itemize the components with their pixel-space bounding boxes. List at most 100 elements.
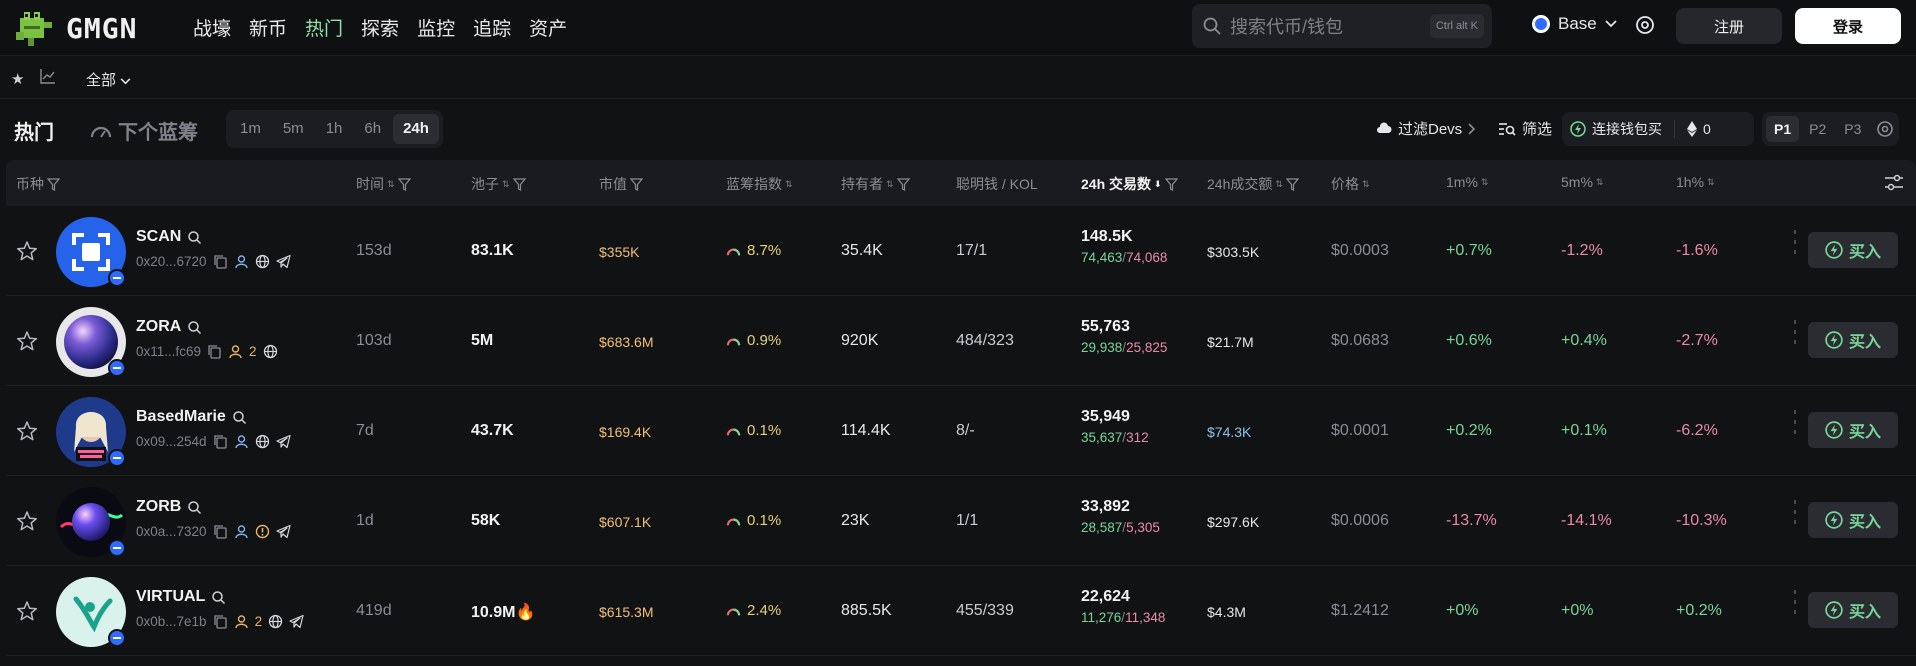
token-avatar[interactable] bbox=[56, 487, 126, 557]
logo[interactable]: GMGN bbox=[14, 8, 137, 48]
filter-icon[interactable] bbox=[47, 177, 60, 191]
chain-selector[interactable]: Base bbox=[1532, 14, 1617, 34]
page-p3[interactable]: P3 bbox=[1844, 121, 1862, 137]
table-row[interactable]: VIRTUAL 0x0b...7e1b 2 419d 10.9M🔥 $615.3… bbox=[6, 566, 1916, 656]
user-icon[interactable] bbox=[234, 434, 249, 449]
filter-icon[interactable] bbox=[397, 177, 411, 191]
token-name[interactable]: BasedMarie bbox=[136, 408, 247, 426]
favorite-star-icon[interactable] bbox=[16, 510, 38, 532]
search-icon[interactable] bbox=[187, 320, 202, 335]
page-p1[interactable]: P1 bbox=[1766, 116, 1800, 142]
buy-button[interactable]: 买入 bbox=[1808, 322, 1898, 358]
filter-icon[interactable] bbox=[1164, 177, 1178, 191]
search-icon[interactable] bbox=[187, 500, 202, 515]
col-liquidity[interactable]: 池子 ⇅ bbox=[471, 174, 526, 194]
col-mcap[interactable]: 市值 bbox=[599, 174, 643, 194]
table-row[interactable]: SCAN 0x20...6720 153d 83.1K $355K 8.7% 3… bbox=[6, 206, 1916, 296]
user-icon[interactable] bbox=[234, 524, 249, 539]
filter-icon[interactable] bbox=[512, 177, 526, 191]
buy-button[interactable]: 买入 bbox=[1808, 232, 1898, 268]
buy-button[interactable]: 买入 bbox=[1808, 592, 1898, 628]
table-row[interactable]: ZORB 0x0a...7320 1d 58K $607.1K 0.1% 23K… bbox=[6, 476, 1916, 566]
col-smart-kol[interactable]: 聪明钱 / KOL bbox=[956, 174, 1038, 194]
col-1m[interactable]: 1m% ⇅ bbox=[1446, 174, 1488, 190]
tab-next-bluechip[interactable]: 下个蓝筹 bbox=[90, 116, 198, 145]
favorite-star-icon[interactable] bbox=[16, 330, 38, 352]
col-price[interactable]: 价格 ⇅ bbox=[1331, 174, 1370, 194]
column-settings-icon[interactable] bbox=[1884, 174, 1904, 192]
token-name[interactable]: ZORB bbox=[136, 498, 202, 516]
filter-icon[interactable] bbox=[630, 177, 643, 191]
favorite-star-icon[interactable] bbox=[16, 240, 38, 262]
search-icon[interactable] bbox=[187, 230, 202, 245]
telegram-icon[interactable] bbox=[275, 524, 291, 539]
telegram-icon[interactable] bbox=[275, 434, 291, 449]
chevron-down-icon bbox=[1605, 20, 1617, 28]
timeframe-24h[interactable]: 24h bbox=[393, 114, 439, 144]
volume-24h: $4.3M bbox=[1207, 604, 1246, 620]
col-bluechip[interactable]: 蓝筹指数 ⇅ bbox=[726, 174, 793, 194]
token-name[interactable]: VIRTUAL bbox=[136, 588, 226, 606]
table-row[interactable]: ZORA 0x11...fc69 2 103d 5M $683.6M 0.9% … bbox=[6, 296, 1916, 386]
token-name[interactable]: SCAN bbox=[136, 228, 202, 246]
table-row[interactable]: BasedMarie 0x09...254d 7d 43.7K $169.4K … bbox=[6, 386, 1916, 476]
page-p2[interactable]: P2 bbox=[1809, 121, 1827, 137]
filter-icon[interactable] bbox=[1285, 177, 1299, 191]
token-name[interactable]: ZORA bbox=[136, 318, 202, 336]
favorite-star-icon[interactable] bbox=[16, 420, 38, 442]
user-icon[interactable] bbox=[228, 344, 243, 359]
nav-new[interactable]: 新币 bbox=[249, 19, 288, 40]
telegram-icon[interactable] bbox=[289, 614, 304, 629]
timeframe-5m[interactable]: 5m bbox=[282, 120, 304, 137]
register-button[interactable]: 注册 bbox=[1676, 8, 1782, 44]
col-token[interactable]: 币种 bbox=[16, 174, 60, 194]
filter-all-dropdown[interactable]: 全部 bbox=[86, 69, 131, 90]
nav-assets[interactable]: 资产 bbox=[529, 19, 568, 40]
user-icon[interactable] bbox=[234, 254, 249, 269]
filter-devs-button[interactable]: 过滤Devs bbox=[1376, 118, 1476, 139]
nav-explore[interactable]: 探索 bbox=[361, 19, 400, 40]
buy-button[interactable]: 买入 bbox=[1808, 502, 1898, 538]
timeframe-6h[interactable]: 6h bbox=[364, 120, 382, 137]
globe-icon[interactable] bbox=[263, 344, 278, 359]
globe-icon[interactable] bbox=[255, 254, 270, 269]
col-age[interactable]: 时间 ⇅ bbox=[356, 174, 411, 194]
trend-chart-icon[interactable] bbox=[40, 68, 56, 84]
timeframe-1h[interactable]: 1h bbox=[325, 120, 343, 137]
settings-gear-icon[interactable] bbox=[1634, 14, 1656, 36]
warning-icon[interactable] bbox=[255, 524, 270, 539]
token-avatar[interactable] bbox=[56, 307, 126, 377]
nav-track[interactable]: 追踪 bbox=[473, 19, 512, 40]
col-holders[interactable]: 持有者 ⇅ bbox=[841, 174, 910, 194]
preset-settings-icon[interactable] bbox=[1875, 119, 1895, 139]
telegram-icon[interactable] bbox=[275, 254, 291, 269]
user-icon[interactable] bbox=[234, 614, 249, 629]
tab-hot[interactable]: 热门 bbox=[14, 122, 54, 144]
copy-icon[interactable] bbox=[213, 614, 228, 629]
connect-wallet-buy[interactable]: 连接钱包买 0 bbox=[1562, 112, 1754, 146]
search-icon[interactable] bbox=[232, 410, 247, 425]
token-address-line: 0x09...254d bbox=[136, 434, 291, 449]
col-24h-volume[interactable]: 24h成交额 ⇅ bbox=[1207, 174, 1299, 194]
nav-monitor[interactable]: 监控 bbox=[417, 19, 456, 40]
copy-icon[interactable] bbox=[213, 254, 228, 269]
timeframe-1m[interactable]: 1m bbox=[240, 120, 261, 137]
favorite-star-icon[interactable] bbox=[16, 600, 38, 622]
filter-icon[interactable] bbox=[896, 177, 910, 191]
col-5m[interactable]: 5m% ⇅ bbox=[1561, 174, 1603, 190]
buy-button[interactable]: 买入 bbox=[1808, 412, 1898, 448]
globe-icon[interactable] bbox=[255, 434, 270, 449]
copy-icon[interactable] bbox=[207, 344, 222, 359]
col-24h-txs[interactable]: 24h 交易数 ⬇ bbox=[1081, 174, 1178, 194]
search-icon[interactable] bbox=[211, 590, 226, 605]
screen-filter-button[interactable]: 筛选 bbox=[1498, 118, 1552, 139]
col-1h[interactable]: 1h% ⇅ bbox=[1676, 174, 1715, 190]
copy-icon[interactable] bbox=[213, 434, 228, 449]
search-input[interactable]: 搜索代币/钱包 Ctrl alt K bbox=[1192, 4, 1492, 48]
copy-icon[interactable] bbox=[213, 524, 228, 539]
globe-icon[interactable] bbox=[268, 614, 283, 629]
favorites-star-icon[interactable]: ★ bbox=[11, 71, 25, 88]
login-button[interactable]: 登录 bbox=[1795, 8, 1901, 44]
nav-trenches[interactable]: 战壕 bbox=[193, 19, 232, 40]
nav-trending[interactable]: 热门 bbox=[305, 19, 344, 40]
